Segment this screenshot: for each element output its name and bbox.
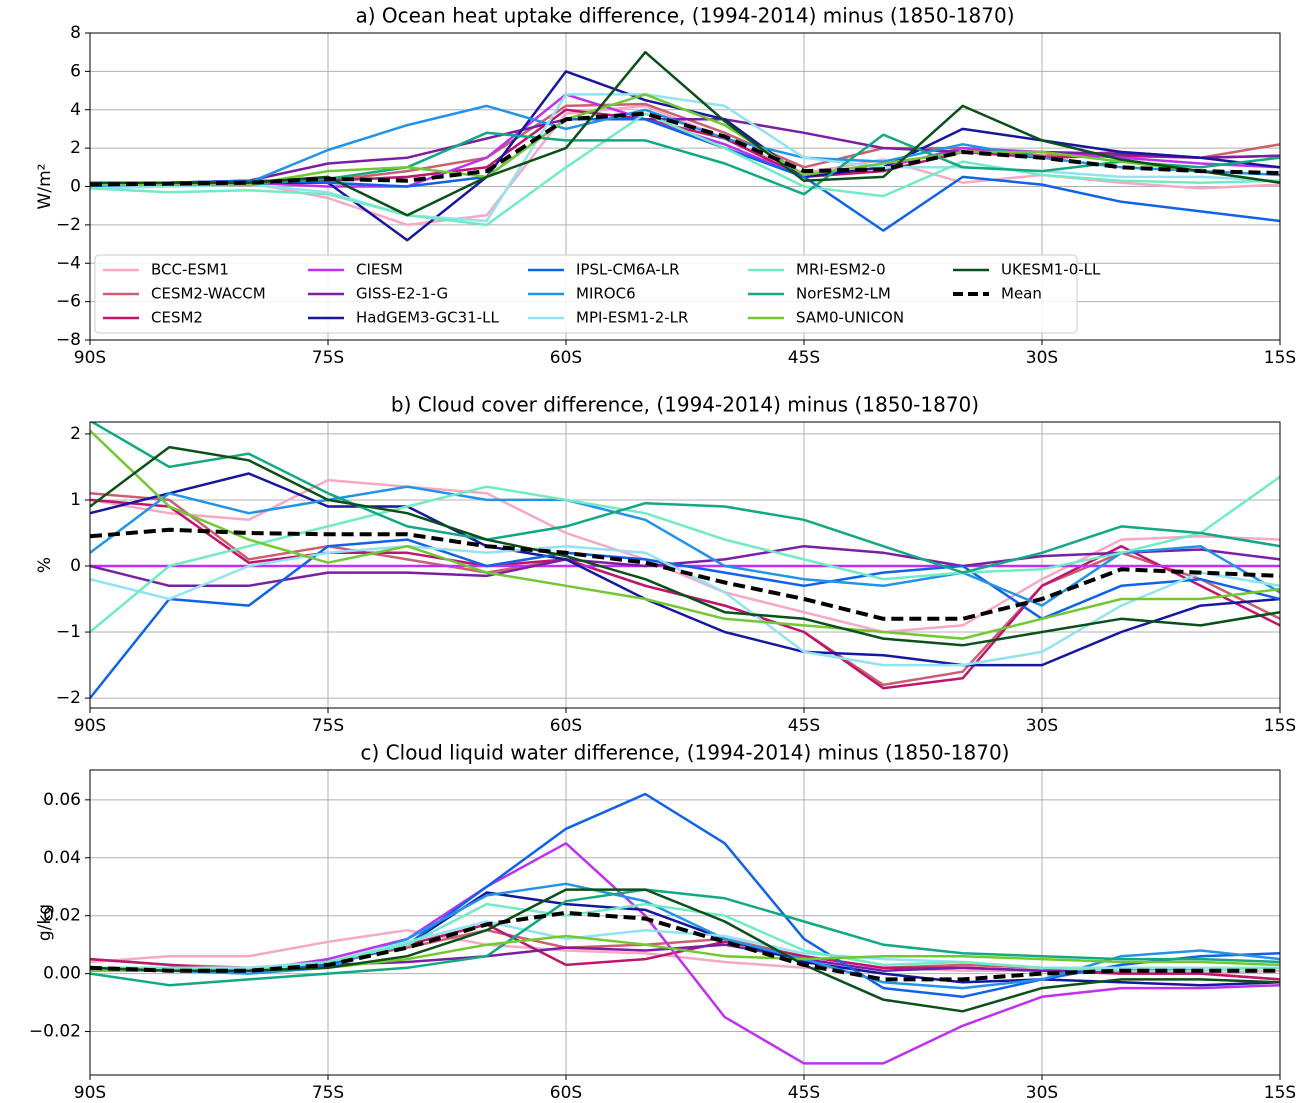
x-tick-label: 30S	[1026, 1083, 1058, 1103]
series-line	[90, 445, 1280, 647]
series-line	[90, 920, 1280, 972]
x-tick-label: 90S	[74, 1083, 106, 1103]
x-tick-label: 75S	[312, 716, 344, 736]
series-line	[90, 131, 1280, 196]
plot-frame	[89, 769, 1281, 1076]
y-tick-label: 0.00	[43, 964, 81, 984]
y-tick-label: −8	[56, 330, 81, 350]
panel-title: c) Cloud liquid water difference, (1994-…	[361, 741, 1010, 765]
y-tick-label: 8	[70, 23, 81, 43]
x-tick-label: 90S	[74, 348, 106, 368]
legend-label: BCC-ESM1	[151, 261, 229, 279]
x-tick-label: 60S	[550, 348, 582, 368]
series-line	[90, 888, 1280, 987]
series-line	[90, 472, 1280, 667]
legend-label: HadGEM3-GC31-LL	[356, 309, 499, 327]
legend-label: Mean	[1001, 285, 1042, 303]
series-line	[90, 910, 1280, 982]
x-tick-label: 15S	[1264, 1083, 1296, 1103]
series-line	[90, 108, 1280, 184]
x-tick-label: 75S	[312, 348, 344, 368]
x-tick-label: 45S	[788, 1083, 820, 1103]
plot-frame	[89, 421, 1281, 709]
y-axis-label: %	[35, 557, 55, 573]
x-tick-label: 60S	[550, 1083, 582, 1103]
series-line	[90, 429, 1280, 640]
legend-box	[94, 254, 1078, 334]
y-tick-label: 4	[70, 100, 81, 120]
series-line	[90, 112, 1280, 227]
series-line	[90, 93, 1280, 188]
legend-label: CESM2	[151, 309, 203, 327]
x-tick-label: 30S	[1026, 348, 1058, 368]
series-line	[90, 544, 1280, 588]
legend-label: UKESM1-0-LL	[1001, 261, 1101, 279]
y-tick-label: 1	[70, 490, 81, 510]
x-tick-label: 15S	[1264, 348, 1296, 368]
series-line	[90, 93, 1280, 186]
y-tick-label: −2	[56, 215, 81, 235]
x-tick-label: 75S	[312, 1083, 344, 1103]
series-line	[90, 93, 1280, 223]
legend-label: CESM2-WACCM	[151, 285, 266, 303]
y-tick-label: −0.02	[29, 1022, 81, 1042]
series-line	[90, 527, 1280, 621]
y-tick-label: 2	[70, 138, 81, 158]
series-line	[90, 492, 1280, 687]
y-tick-label: 0	[70, 177, 81, 197]
series-line	[90, 102, 1280, 184]
legend-label: CIESM	[356, 261, 403, 279]
x-tick-label: 90S	[74, 716, 106, 736]
y-tick-label: 0.02	[43, 906, 81, 926]
legend-label: MPI-ESM1-2-LR	[576, 309, 688, 327]
series-line	[90, 422, 1280, 574]
y-axis-label: g/kg	[35, 904, 55, 941]
y-tick-label: −6	[56, 292, 81, 312]
series-line	[90, 544, 1280, 667]
legend-label: SAM0-UNICON	[796, 309, 904, 327]
x-tick-label: 15S	[1264, 716, 1296, 736]
legend-label: NorESM2-LM	[796, 285, 891, 303]
legend-label: MIROC6	[576, 285, 636, 303]
y-tick-label: −2	[56, 688, 81, 708]
legend-label: GISS-E2-1-G	[356, 285, 448, 303]
series-line	[90, 538, 1280, 699]
x-tick-label: 60S	[550, 716, 582, 736]
y-tick-label: 0	[70, 556, 81, 576]
plot-frame	[89, 32, 1281, 341]
y-tick-label: 6	[70, 61, 81, 81]
series-line	[90, 485, 1280, 607]
legend-label: IPSL-CM6A-LR	[576, 261, 680, 279]
y-tick-label: 0.04	[43, 848, 81, 868]
series-line	[90, 475, 1280, 633]
legend-label: MRI-ESM2-0	[796, 261, 886, 279]
series-line	[90, 478, 1280, 634]
x-tick-label: 45S	[788, 348, 820, 368]
panel-title: b) Cloud cover difference, (1994-2014) m…	[391, 393, 979, 417]
x-tick-label: 45S	[788, 716, 820, 736]
y-axis-label: W/m²	[35, 164, 55, 210]
y-tick-label: −1	[56, 622, 81, 642]
y-tick-label: 2	[70, 424, 81, 444]
y-tick-label: −4	[56, 253, 81, 273]
y-tick-label: 0.06	[43, 790, 81, 810]
series-line	[90, 111, 1280, 187]
x-tick-label: 30S	[1026, 716, 1058, 736]
panel-title: a) Ocean heat uptake difference, (1994-2…	[355, 4, 1014, 28]
series-line	[90, 118, 1280, 186]
